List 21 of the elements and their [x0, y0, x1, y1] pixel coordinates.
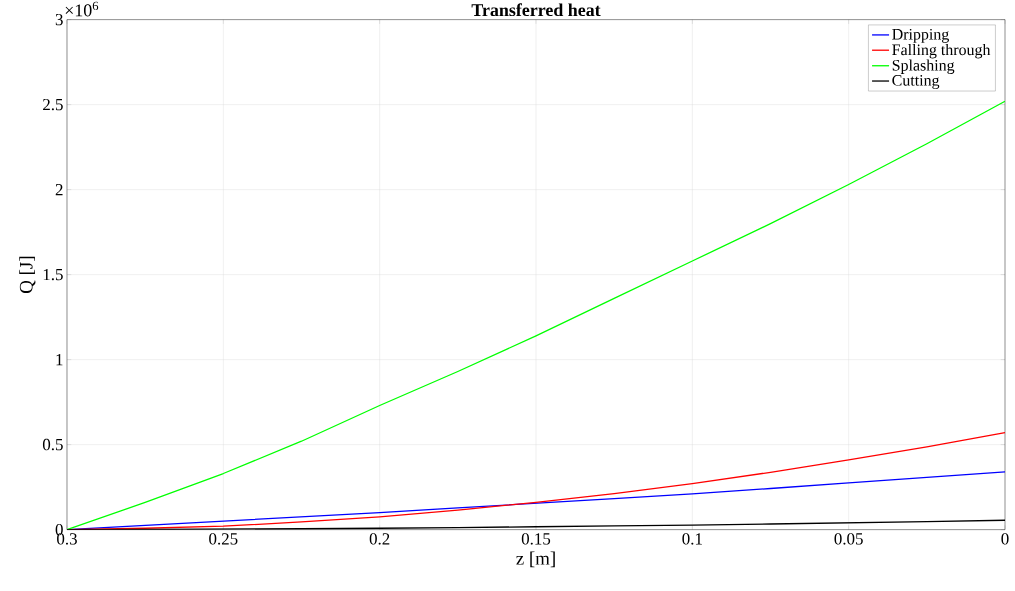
text: ×10$^{6}$: [65, 1, 99, 17]
x-tick-label: 0.15: [521, 533, 551, 545]
x-tick-label: 0: [1001, 533, 1009, 545]
y-tick-label: 0.5: [42, 439, 63, 451]
y-tick-label: 2.5: [43, 99, 63, 111]
x-tick-label: 0.1: [682, 533, 702, 545]
y-tick-label: 1: [56, 354, 63, 366]
y-tick-label: 2: [55, 184, 63, 196]
y-tick-label: 1.5: [43, 269, 63, 281]
x-tick-label: 0.25: [209, 533, 238, 545]
legend-label: Splashing: [892, 59, 955, 75]
legend-label: Falling through: [892, 44, 991, 59]
y-axis-title: Q [J]: [19, 257, 36, 294]
chart-title: Transferred heat: [471, 3, 601, 17]
legend-label: Dripping: [892, 29, 949, 44]
x-tick-label: 0.2: [369, 533, 390, 545]
x-tick-label: 0.05: [834, 533, 863, 545]
line-series: [66, 100, 1006, 530]
x-axis-title: z [m]: [516, 551, 555, 568]
legend-label: Cutting: [892, 75, 940, 90]
y-tick-label: 3: [55, 14, 63, 26]
